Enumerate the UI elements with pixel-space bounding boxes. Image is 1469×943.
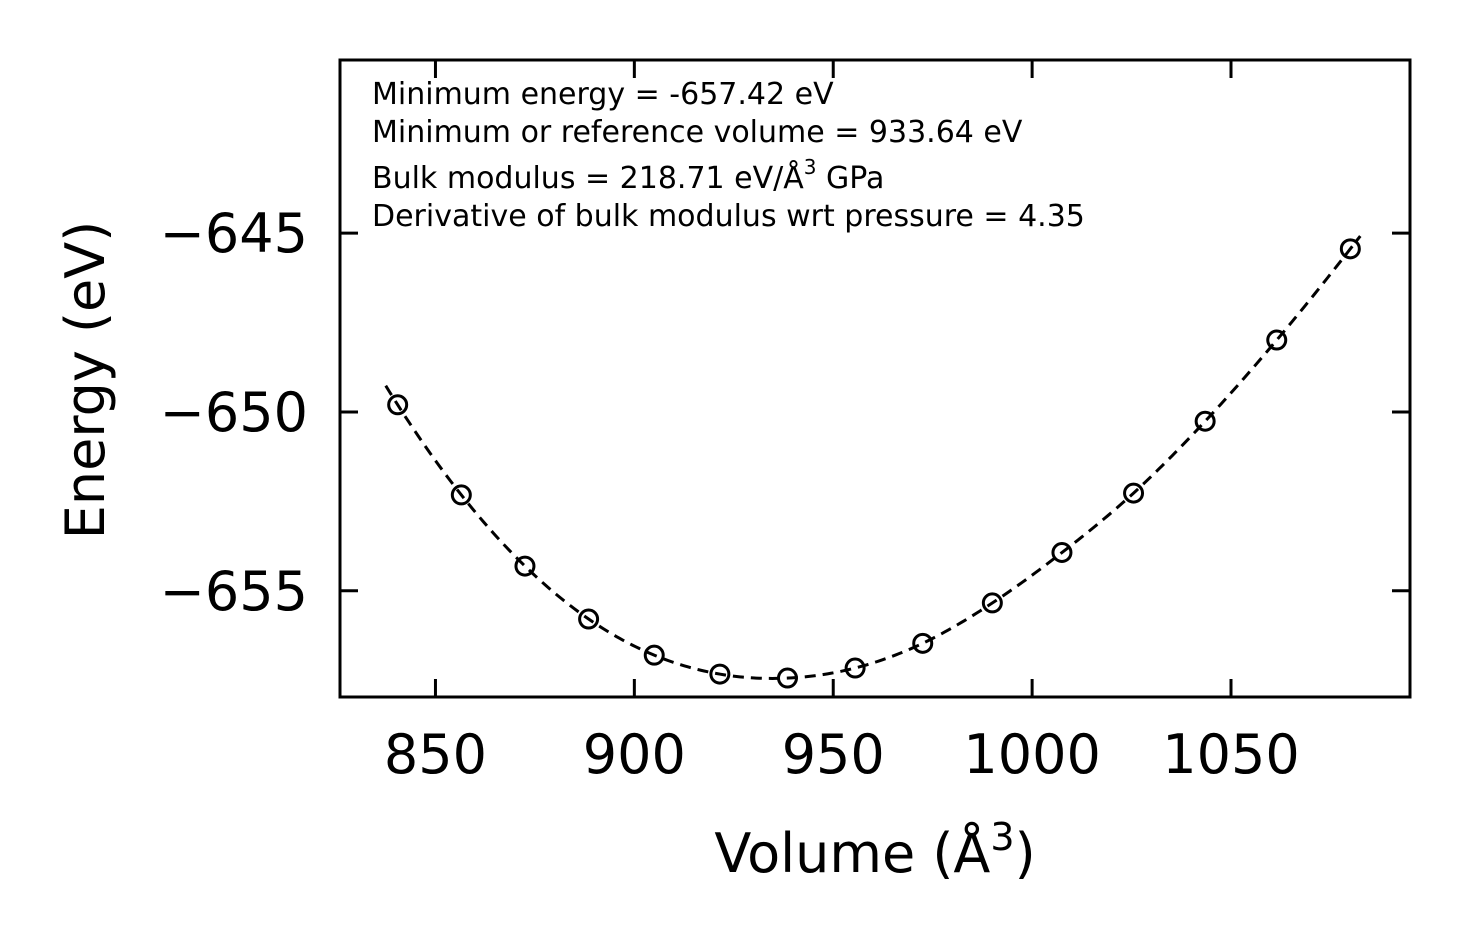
x-axis-title: Volume (Å3) [714, 815, 1035, 885]
annotation-bulk-modulus-text: Bulk modulus = 218.71 eV/Å [372, 160, 804, 196]
x-axis-title-text: Volume (Å [714, 821, 990, 885]
data-point [912, 632, 934, 654]
data-point [1339, 238, 1361, 260]
data-point [844, 657, 866, 679]
x-axis-ticks: 850 900 950 1000 1050 [384, 60, 1300, 786]
data-point [776, 667, 798, 689]
y-tick-label: −650 [160, 381, 308, 444]
data-point [1051, 542, 1073, 564]
x-tick-label: 1000 [963, 723, 1100, 786]
x-tick-label: 850 [384, 723, 487, 786]
data-point [578, 608, 600, 630]
annotation-bulk-modulus-sup: 3 [804, 155, 817, 179]
annotation-min-energy: Minimum energy = -657.42 eV [372, 77, 834, 112]
data-point [450, 484, 472, 506]
annotation-bulk-modulus: Bulk modulus = 218.71 eV/Å3 GPa [372, 155, 884, 196]
x-axis-title-end: ) [1015, 822, 1036, 885]
x-tick-label: 900 [583, 723, 686, 786]
data-point [514, 555, 536, 577]
data-point [981, 592, 1003, 614]
data-point [1266, 329, 1288, 351]
x-tick-label: 1050 [1162, 723, 1299, 786]
data-point [1123, 482, 1145, 504]
fit-curve [384, 235, 1362, 680]
x-axis-title-sup: 3 [990, 815, 1014, 859]
x-tick-label: 950 [782, 723, 885, 786]
data-point [1194, 410, 1216, 432]
data-point [387, 394, 409, 416]
y-tick-label: −655 [160, 560, 308, 623]
data-points [387, 238, 1361, 689]
plot-frame [338, 58, 1412, 699]
annotation-min-volume: Minimum or reference volume = 933.64 eV [372, 115, 1023, 150]
annotation-bulk-modulus-unit: GPa [817, 161, 885, 196]
annotation-bulk-modulus-derivative: Derivative of bulk modulus wrt pressure … [372, 199, 1085, 234]
data-point [709, 663, 731, 685]
y-axis-title: Energy (eV) [54, 221, 117, 540]
y-tick-label: −645 [160, 202, 308, 265]
data-point [643, 644, 665, 666]
y-axis-ticks: −645 −650 −655 [160, 202, 1410, 623]
